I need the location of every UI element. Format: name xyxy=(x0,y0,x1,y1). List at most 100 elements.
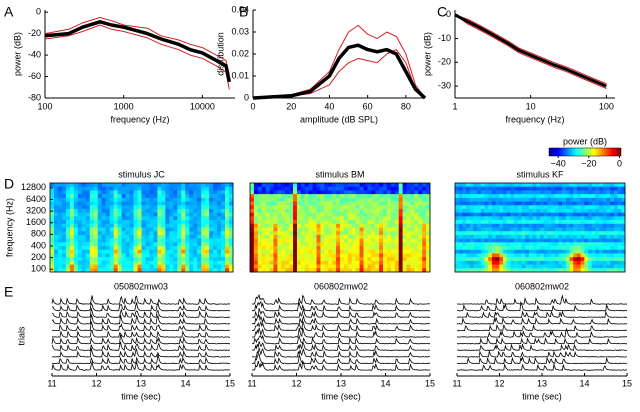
spectrogram-cell xyxy=(201,253,206,258)
spectrogram-cell xyxy=(193,201,198,206)
spectrogram-cell xyxy=(73,242,79,247)
spectrogram-cell xyxy=(109,234,114,239)
spectrogram-cell xyxy=(610,264,615,269)
spectrogram-cell xyxy=(410,194,415,199)
spectrogram-cell xyxy=(499,242,504,247)
y-axis-label: power (dB) xyxy=(422,32,432,76)
spectrogram-cell xyxy=(113,246,118,251)
spectrogram-cell xyxy=(137,197,142,202)
spectrogram-cell xyxy=(53,231,59,236)
spectrogram-cell xyxy=(390,231,396,236)
spectrogram-cell xyxy=(261,205,266,210)
spectrogram-cell xyxy=(414,249,419,254)
spectrogram-cell xyxy=(406,242,411,247)
spectrogram-cell xyxy=(65,212,71,217)
spectrogram-cell xyxy=(591,208,596,213)
spectrogram-cell xyxy=(525,220,530,225)
spectrogram-cell xyxy=(324,216,329,221)
spectrogram-cell xyxy=(477,234,482,239)
spectrogram-cell xyxy=(296,264,302,269)
spectrogram-cell xyxy=(599,223,604,228)
spectrogram-cell xyxy=(610,190,615,195)
spectrogram-cell xyxy=(265,227,270,232)
spectrogram-cell xyxy=(521,216,526,221)
spectrogram-cell xyxy=(89,216,95,221)
x-tick-label: 14 xyxy=(579,378,589,388)
spectrogram-cell xyxy=(257,197,263,202)
spectrogram-cell xyxy=(261,197,266,202)
spectrogram-cell xyxy=(554,238,559,243)
spectrogram-cell xyxy=(73,186,79,191)
spectrogram-cell xyxy=(343,190,349,195)
spectrogram-cell xyxy=(543,212,548,217)
spectrogram-cell xyxy=(532,216,537,221)
spectrogram-cell xyxy=(177,223,182,228)
spectrogram-cell xyxy=(562,238,567,243)
spectrogram-cell xyxy=(57,220,63,225)
spectrogram-cell xyxy=(386,234,392,239)
spectrogram-cell xyxy=(205,205,210,210)
spectrogram-cell xyxy=(277,246,282,251)
spectrogram-cell xyxy=(422,238,427,243)
spectrogram-cell xyxy=(129,201,134,206)
spectrogram-cell xyxy=(525,249,530,254)
spectrogram-cell xyxy=(414,260,419,265)
spectrogram-cell xyxy=(426,264,431,269)
spectrogram-cell xyxy=(129,238,134,243)
spectrogram-cell xyxy=(480,246,485,251)
spectrogram-cell xyxy=(480,190,485,195)
spectrogram-cell xyxy=(225,242,230,247)
spectrogram-cell xyxy=(473,194,478,199)
spectrogram-cell xyxy=(169,231,174,236)
spectrogram-cell xyxy=(221,264,226,269)
spectrogram-cell xyxy=(89,223,95,228)
spectrogram-cell xyxy=(540,249,544,254)
spectrogram-cell xyxy=(528,249,533,254)
spectrogram-cell xyxy=(621,205,626,210)
spectrogram-cell xyxy=(569,183,574,188)
spectrogram-cell xyxy=(488,190,493,195)
spectrogram-cell xyxy=(312,242,317,247)
spectrogram-cell xyxy=(351,201,356,206)
spectrogram-cell xyxy=(536,234,541,239)
spectrogram-cell xyxy=(480,249,485,254)
spectrogram-cell xyxy=(536,190,541,195)
spectrogram-cell xyxy=(591,257,596,262)
spectrogram-cell xyxy=(269,190,274,195)
spectrogram-cell xyxy=(250,212,255,217)
spectrogram-cell xyxy=(613,238,618,243)
spectrogram-cell xyxy=(316,197,321,202)
spectrogram-cell xyxy=(293,216,298,221)
spectrogram-cell xyxy=(499,253,504,258)
spectrogram-cell xyxy=(371,190,376,195)
spectrogram-cell xyxy=(588,242,593,247)
spectrogram-cell xyxy=(426,249,431,254)
spectrogram-cell xyxy=(495,223,500,228)
spectrogram-cell xyxy=(253,249,259,254)
spectrogram-cell xyxy=(324,197,329,202)
spectrogram-cell xyxy=(602,220,607,225)
spectrogram-cell xyxy=(517,190,522,195)
spectrogram-cell xyxy=(573,205,578,210)
spectrogram-cell xyxy=(599,183,604,188)
trace xyxy=(457,309,628,318)
spectrogram-cell xyxy=(61,197,67,202)
spectrogram-cell xyxy=(117,183,122,188)
spectrogram-title: stimulus BM xyxy=(315,169,364,179)
spectrogram-cell xyxy=(390,197,396,202)
spectrogram-cell xyxy=(133,238,138,243)
spectrogram-cell xyxy=(312,190,317,195)
spectrogram-cell xyxy=(375,194,380,199)
spectrogram-cell xyxy=(466,231,471,236)
spectrogram-cell xyxy=(221,183,226,188)
spectrogram-cell xyxy=(185,260,190,265)
spectrogram-cell xyxy=(414,194,419,199)
spectrogram-cell xyxy=(201,238,206,243)
spectrogram-cell xyxy=(169,212,174,217)
spectrogram-cell xyxy=(562,201,567,206)
spectrogram-cell xyxy=(50,246,55,251)
spectrogram-cell xyxy=(169,220,174,225)
spectrogram-cell xyxy=(73,231,79,236)
spectrogram-cell xyxy=(169,205,174,210)
spectrogram-cell xyxy=(316,260,321,265)
